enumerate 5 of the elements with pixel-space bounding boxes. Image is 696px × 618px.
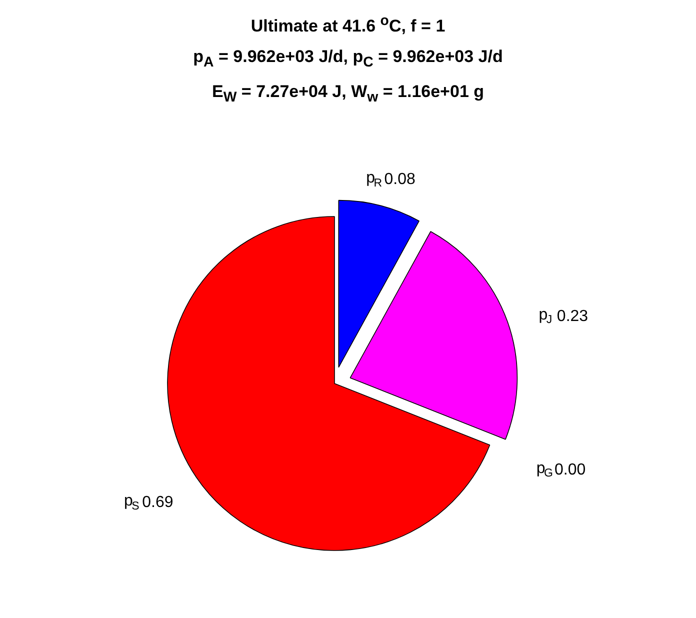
chart-title: Ultimate at 41.6 $^{o}$C, f = 1 p$_{A}$ = 9.962e+03 J/d, p$_{C}$ = 9.962e+03 J/d E$_{W}$ = 7.27e+04 J, W$_{w}$ = 1.16e+01 g (193, 13, 503, 106)
data-label: 0.08 (384, 171, 416, 188)
text: 0.00 (554, 461, 586, 478)
data-label: 0.69 (142, 494, 174, 512)
data-label: 0.23 (556, 308, 588, 325)
